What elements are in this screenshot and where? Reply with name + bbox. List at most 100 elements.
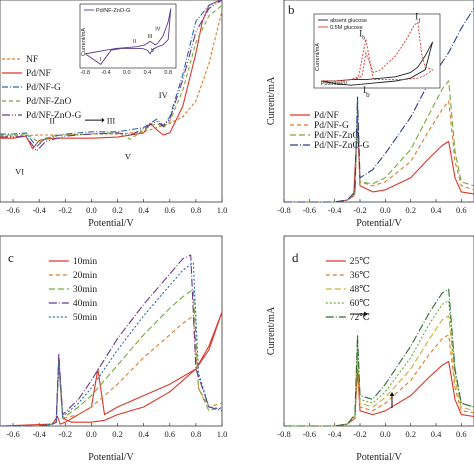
x-tick-label: -0.6 — [6, 429, 19, 439]
panel-a: -0.6 -0.4 -0.2 0.0 0.2 0.4 0.6 0.8 1.0 Potential/… — [0, 0, 227, 229]
panel-letter: d — [292, 250, 299, 265]
plot-frame — [283, 0, 474, 203]
peak-label: V — [125, 151, 132, 161]
x-tick-label: 0.2 — [405, 429, 416, 439]
series-line-1 — [0, 315, 223, 427]
x-axis-label: Potential/V — [356, 218, 402, 229]
legend-entry: 20min — [73, 271, 98, 281]
inset-peak-label: Ib — [359, 29, 365, 41]
x-tick-label: 0.4 — [431, 429, 442, 439]
x-tick-label: 0.0 — [86, 205, 97, 215]
x-tick-label: -0.4 — [32, 205, 46, 215]
inset-peak-label: II — [133, 39, 137, 45]
legend-entry: Pd/NF — [26, 69, 51, 79]
series-line-2 — [0, 288, 223, 427]
series-line-4 — [284, 288, 474, 427]
arrow-head — [364, 311, 368, 317]
arrow-head — [101, 117, 105, 123]
inset-legend-entry: 0.5M glucose — [330, 25, 363, 31]
legend-entry: 40min — [73, 299, 98, 309]
legend-entry: 30min — [73, 285, 98, 295]
x-tick-label: 0.4 — [138, 205, 149, 215]
y-axis-label: Current/mA — [266, 306, 277, 355]
series-line-0 — [0, 311, 223, 427]
x-tick-label: 1.0 — [217, 429, 228, 439]
x-tick-label: 0.6 — [456, 205, 467, 215]
series-line-0 — [0, 10, 223, 137]
inset-x-tick-label: 0.8 — [164, 70, 172, 76]
x-axis-label: Potential/V — [356, 452, 402, 463]
x-tick-label: -0.6 — [303, 205, 316, 215]
plot-frame — [0, 0, 223, 203]
inset-peak-label: III — [148, 34, 153, 40]
inset-y-label: Current/mA — [315, 43, 321, 71]
plot-frame — [0, 235, 223, 427]
peak-label: VI — [15, 166, 24, 176]
panel-b: -0.8 -0.6 -0.4 -0.2 0.0 0.2 0.4 0.6 Potential/V C… — [266, 0, 474, 229]
x-tick-label: -0.2 — [353, 205, 366, 215]
inset-series-line — [321, 41, 434, 86]
series-line-4 — [0, 262, 223, 427]
y-axis-label: Current/mA — [266, 76, 277, 125]
x-tick-label: 0.2 — [405, 205, 416, 215]
x-tick-label: 0.8 — [191, 205, 202, 215]
series-line-3 — [0, 254, 223, 427]
x-tick-label: -0.2 — [59, 429, 72, 439]
inset-frame — [313, 13, 441, 89]
legend-entry: 50min — [73, 313, 98, 323]
series-line-4 — [0, 0, 223, 152]
x-tick-label: -0.8 — [277, 205, 290, 215]
legend-entry: 36℃ — [350, 271, 371, 281]
legend: 25℃ 36℃ 48℃ 60℃ 72℃ — [325, 257, 371, 323]
legend-entry: Pd/NF — [314, 111, 339, 121]
legend-entry: NF — [26, 55, 38, 65]
legend-entry: Pd/NF-ZnO-G — [314, 141, 370, 151]
series-line-2 — [284, 315, 474, 427]
x-tick-label: -0.2 — [353, 429, 366, 439]
inset-frame — [79, 3, 177, 69]
inset-x-label: Potential/V — [321, 81, 348, 87]
x-tick-label: 0.6 — [164, 205, 175, 215]
x-tick-label: 0.6 — [456, 429, 467, 439]
x-tick-label: 0.4 — [138, 429, 149, 439]
legend-entry: 10min — [73, 257, 98, 267]
inset-peak-label: V — [151, 48, 155, 54]
series-line-2 — [0, 0, 223, 148]
x-tick-label: 0.6 — [164, 429, 175, 439]
series-line-0 — [284, 360, 474, 427]
inset-x-tick-label: 0.0 — [123, 70, 131, 76]
legend-entry: Pd/NF-ZnO-G — [26, 111, 82, 121]
x-axis-label: Potential/V — [88, 452, 134, 463]
legend: 10min 20min 30min 40min 50min — [48, 257, 98, 323]
legend-entry: Pd/NF-ZnO — [26, 97, 72, 107]
panel-c: -0.6 -0.4 -0.2 0.0 0.2 0.4 0.6 0.8 1.0 Potential/… — [0, 235, 228, 463]
legend-entry: 48℃ — [350, 285, 371, 295]
peak-label: II — [49, 115, 55, 125]
x-tick-label: -0.4 — [328, 205, 342, 215]
peak-label: Ib — [363, 86, 370, 99]
inset-x-tick-label: -0.4 — [101, 70, 110, 76]
legend-entry: Pd/NF-ZnO — [314, 131, 360, 141]
inset-x-tick-label: 0.4 — [144, 70, 152, 76]
panel-letter: c — [8, 250, 14, 265]
x-tick-label: -0.4 — [328, 429, 342, 439]
x-tick-label: -0.4 — [32, 429, 46, 439]
inset-legend-entry: Pd/NF-ZnO-G — [96, 8, 130, 14]
inset-legend-entry: absent glucose — [330, 18, 367, 24]
panel-d: -0.8 -0.6 -0.4 -0.2 0.0 0.2 0.4 0.6 Potential/V C… — [266, 235, 474, 463]
x-tick-label: 0.2 — [112, 429, 123, 439]
x-tick-label: 1.0 — [217, 205, 228, 215]
series-line-1 — [284, 100, 474, 203]
inset-peak-label: I — [100, 57, 102, 63]
x-tick-label: 0.0 — [86, 429, 97, 439]
x-tick-label: 0.0 — [380, 205, 391, 215]
legend-entry: 25℃ — [350, 257, 371, 267]
peak-label: IV — [159, 90, 169, 100]
x-tick-label: 0.0 — [380, 429, 391, 439]
x-tick-label: -0.6 — [303, 429, 316, 439]
x-tick-label: -0.6 — [6, 205, 19, 215]
inset-y-label: Current/mA — [81, 28, 87, 56]
